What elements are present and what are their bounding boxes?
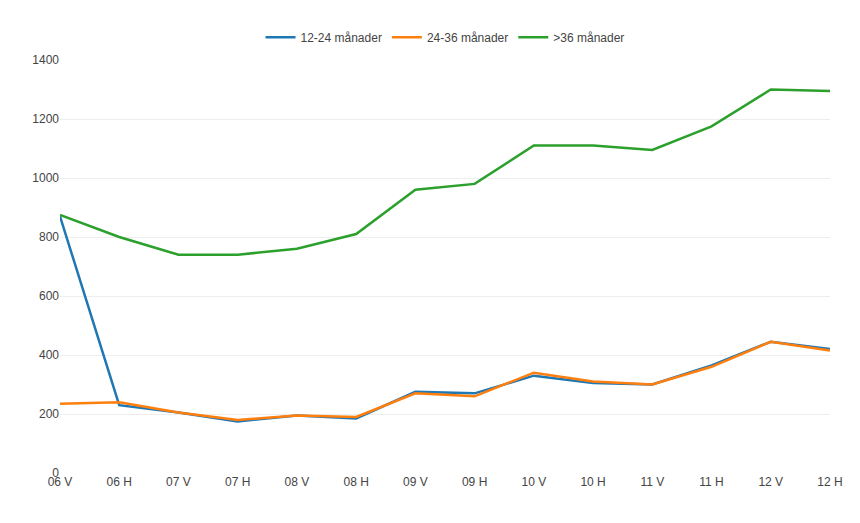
svg-text:200: 200 [39,407,59,421]
svg-text:10 H: 10 H [580,475,605,489]
svg-text:11 H: 11 H [699,475,723,489]
svg-text:1200: 1200 [32,112,59,126]
svg-text:600: 600 [39,289,59,303]
svg-text:1000: 1000 [32,171,59,185]
svg-text:09 H: 09 H [462,475,487,489]
svg-text:12-24 månader: 12-24 månader [301,31,382,45]
svg-text:11 V: 11 V [640,475,664,489]
svg-text:07 H: 07 H [225,475,250,489]
svg-text:>36 månader: >36 månader [553,31,624,45]
svg-text:06 H: 06 H [107,475,132,489]
svg-text:0: 0 [52,466,59,480]
svg-text:800: 800 [39,230,59,244]
svg-text:10 V: 10 V [522,475,547,489]
svg-text:08 V: 08 V [285,475,310,489]
svg-text:09 V: 09 V [403,475,428,489]
svg-text:08 H: 08 H [343,475,368,489]
svg-text:24-36 månader: 24-36 månader [427,31,508,45]
svg-text:12 V: 12 V [758,475,783,489]
svg-text:12 H: 12 H [817,475,842,489]
svg-text:07 V: 07 V [166,475,191,489]
svg-text:1400: 1400 [32,53,59,67]
svg-text:06 V: 06 V [48,475,73,489]
svg-text:400: 400 [39,348,59,362]
